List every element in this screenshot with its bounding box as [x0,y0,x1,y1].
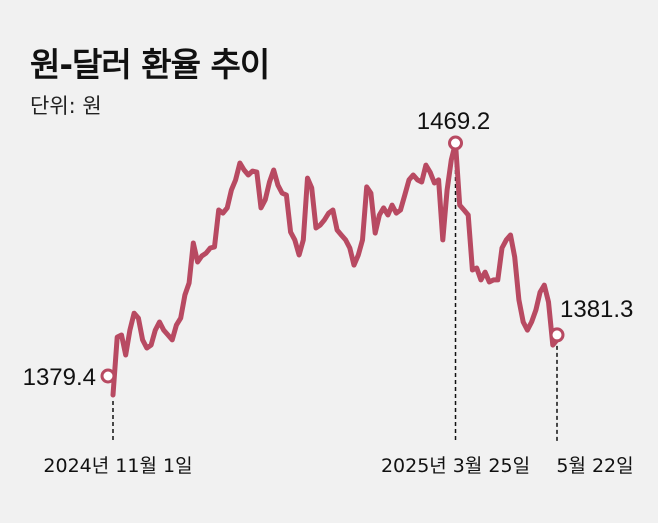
annotation-label: 1469.2 [417,108,490,135]
x-tick-label: 5월 22일 [556,455,633,477]
annotation-marker [549,327,565,343]
x-tick-label: 2024년 11월 1일 [43,455,192,477]
annotation-label: 1381.3 [560,296,633,323]
series-line [110,140,560,398]
annotation-label: 1379.4 [23,364,96,391]
x-tick-label: 2025년 3월 25일 [381,455,530,477]
chart-unit-label: 단위: 원 [30,94,102,118]
chart-title: 원-달러 환율 추이 [30,45,270,84]
annotation-marker [448,135,464,151]
annotation-marker [100,368,116,384]
